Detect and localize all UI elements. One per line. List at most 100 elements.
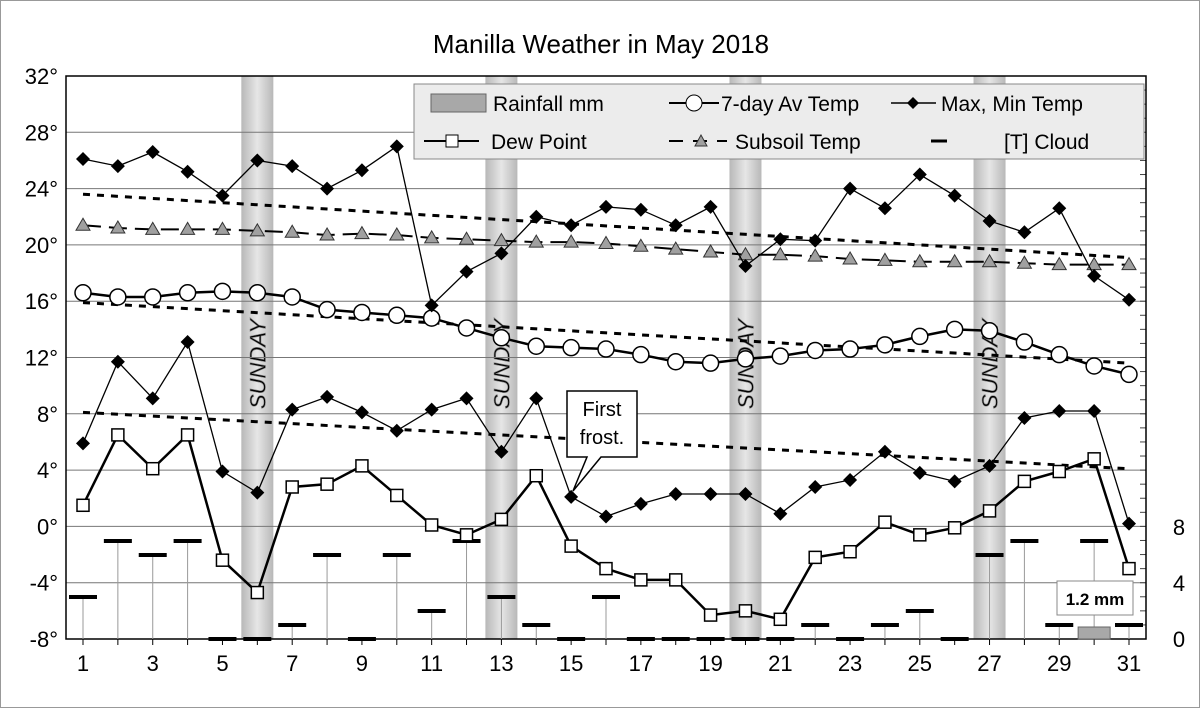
- dew-point-point: [1087, 452, 1101, 466]
- min-temp-point: [843, 472, 858, 487]
- y-tick-label: 16°: [25, 289, 58, 314]
- min-temp-point: [1017, 411, 1032, 426]
- avg-temp-point: [1085, 357, 1103, 375]
- subsoil-point: [1051, 256, 1068, 271]
- y-tick-label: -4°: [30, 571, 58, 596]
- min-temp-point: [180, 335, 195, 350]
- dew-point-line: [81, 432, 1131, 621]
- y2-tick-label: 4: [1173, 571, 1185, 596]
- average-line: [82, 192, 1130, 260]
- max-temp-point: [808, 233, 823, 248]
- y2-tick-label: 8: [1173, 515, 1185, 540]
- max-temp-point: [494, 246, 509, 261]
- y-tick-label: 24°: [25, 177, 58, 202]
- avg-temp-point: [1120, 365, 1138, 384]
- x-tick-label: 17: [629, 651, 653, 676]
- min-temp-point: [1052, 403, 1067, 418]
- avg-temp-point: [492, 329, 511, 347]
- min-temp-point: [668, 487, 683, 502]
- subsoil-point: [842, 250, 858, 265]
- subsoil-point: [528, 234, 545, 248]
- max-temp-point: [424, 298, 439, 313]
- x-tick-label: 15: [559, 651, 583, 676]
- min-temp-point: [529, 391, 544, 406]
- max-temp-point: [668, 218, 683, 233]
- legend-diamond-icon: [907, 97, 919, 109]
- min-temp-point: [424, 402, 439, 417]
- legend-triangle-icon: [694, 133, 708, 147]
- x-tick-label: 11: [420, 651, 443, 676]
- max-temp-point: [145, 145, 160, 160]
- avg-temp-point: [701, 354, 720, 372]
- max-temp-point: [703, 199, 718, 214]
- avg-temp-point: [771, 347, 790, 365]
- x-tick-label: 19: [698, 651, 722, 676]
- first-frost-text-2: frost.: [580, 427, 624, 449]
- min-temp-point: [808, 479, 823, 494]
- avg-temp-point: [806, 341, 824, 360]
- legend-label: Max, Min Temp: [941, 93, 1083, 116]
- dew-point-point: [668, 573, 683, 587]
- avg-temp-point: [318, 300, 336, 319]
- avg-temp-point: [422, 309, 441, 327]
- dew-point-point: [250, 585, 265, 600]
- avg-temp-point: [945, 320, 964, 339]
- avg-temp-point: [109, 288, 127, 306]
- y-tick-label: -8°: [30, 627, 58, 652]
- subsoil-point: [458, 231, 475, 245]
- dew-point-point: [76, 498, 90, 513]
- min-temp-point: [285, 402, 300, 417]
- max-temp-point: [389, 139, 404, 154]
- min-temp-point: [773, 506, 788, 521]
- max-temp-point: [633, 202, 648, 217]
- dew-point-point: [947, 521, 962, 535]
- avg-temp-point: [876, 336, 894, 354]
- subsoil-point: [807, 248, 824, 262]
- subsoil-point: [423, 229, 440, 244]
- dew-point-point: [878, 515, 892, 529]
- subsoil-point: [1016, 255, 1033, 269]
- y-tick-label: 4°: [37, 458, 58, 483]
- avg-temp-point: [1015, 333, 1034, 351]
- min-temp-point: [1087, 403, 1102, 418]
- avg-temp-point: [178, 284, 197, 302]
- max-temp-point: [285, 159, 300, 174]
- dew-point-point: [215, 553, 230, 567]
- y-tick-label: 8°: [37, 402, 58, 427]
- subsoil-point: [284, 224, 301, 238]
- min-temp-point: [564, 489, 579, 504]
- min-temp-point: [215, 464, 230, 479]
- dew-point-point: [180, 428, 195, 442]
- avg-temp-point: [74, 284, 92, 302]
- dew-point-point: [1052, 464, 1067, 479]
- sunday-label: SUNDAY: [245, 318, 270, 409]
- min-temp-point: [912, 465, 927, 480]
- x-tick-label: 25: [908, 651, 932, 676]
- dew-point-point: [424, 518, 439, 532]
- dew-point-point: [390, 488, 404, 503]
- avg-temp-point: [143, 288, 162, 306]
- x-tick-label: 1: [77, 651, 89, 676]
- min-temp-point: [459, 391, 474, 406]
- max-temp-point: [912, 167, 927, 182]
- avg-temp-point: [736, 350, 755, 368]
- x-tick-label: 13: [489, 651, 513, 676]
- max-temp-point: [738, 259, 753, 274]
- x-tick-label: 9: [356, 651, 368, 676]
- dew-point-point: [320, 477, 334, 491]
- avg-temp-point: [562, 338, 580, 357]
- y-tick-label: 20°: [25, 233, 58, 258]
- dew-point-point: [634, 573, 648, 587]
- dew-point-point: [738, 604, 753, 618]
- avg-temp-point: [353, 303, 371, 322]
- legend-label: 7-day Av Temp: [721, 93, 859, 116]
- subsoil-point: [667, 241, 684, 255]
- max-temp-point: [320, 181, 335, 196]
- x-tick-label: 27: [977, 651, 1001, 676]
- y-tick-label: 28°: [25, 120, 58, 145]
- subsoil-point: [319, 227, 335, 241]
- dew-point-point: [703, 608, 718, 622]
- subsoil-point: [179, 221, 196, 235]
- max-temp-point: [529, 209, 544, 224]
